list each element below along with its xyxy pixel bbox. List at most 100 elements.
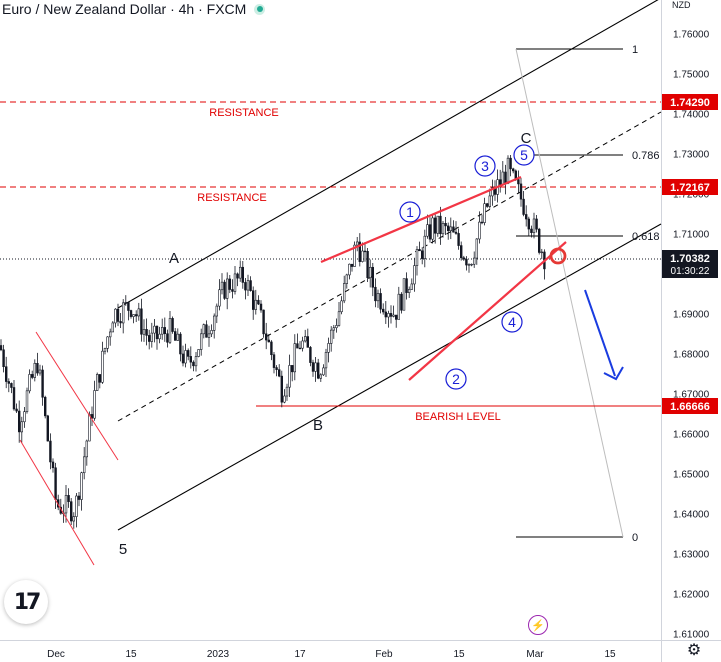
candle-body-59 bbox=[153, 325, 156, 334]
candle-body-132 bbox=[342, 283, 346, 302]
price-tick-5: 1.71000 bbox=[673, 230, 710, 241]
candle-body-122 bbox=[316, 362, 320, 379]
price-tag-bearish: 1.66666 bbox=[670, 401, 710, 413]
candle-body-183 bbox=[475, 238, 478, 259]
resistance-label-top: RESISTANCE bbox=[209, 107, 278, 119]
candle-body-84 bbox=[218, 289, 221, 307]
time-tick-1: 15 bbox=[125, 649, 137, 660]
candle-body-173 bbox=[449, 226, 452, 231]
candle-body-113 bbox=[293, 343, 296, 373]
candle-body-72 bbox=[187, 350, 190, 357]
candle-body-47 bbox=[122, 302, 125, 324]
gear-icon[interactable]: ⚙ bbox=[686, 642, 702, 659]
candle-body-158 bbox=[410, 283, 413, 290]
price-tick-8: 1.68000 bbox=[673, 350, 710, 361]
candle-body-199 bbox=[517, 179, 520, 185]
candle-body-62 bbox=[161, 327, 164, 335]
candle-body-142 bbox=[368, 266, 372, 278]
candle-body-45 bbox=[116, 308, 120, 322]
candle-body-189 bbox=[491, 187, 494, 197]
candle-body-78 bbox=[202, 324, 205, 335]
price-tick-15: 1.61000 bbox=[673, 630, 710, 641]
channel-lines[interactable] bbox=[117, 0, 662, 531]
candle-body-13 bbox=[33, 363, 37, 378]
candle-body-197 bbox=[511, 168, 515, 172]
candle-body-67 bbox=[174, 331, 177, 341]
candle-body-121 bbox=[314, 362, 317, 372]
symbol-title[interactable]: Euro / New Zealand Dollar · 4h · FXCM bbox=[2, 1, 247, 17]
candle-body-208 bbox=[540, 251, 544, 254]
candle-body-163 bbox=[423, 235, 426, 259]
candle-body-35 bbox=[90, 414, 94, 419]
candle-body-94 bbox=[244, 282, 247, 291]
candle-body-44 bbox=[114, 308, 117, 324]
candle-body-206 bbox=[535, 218, 538, 230]
candle-body-180 bbox=[467, 264, 471, 266]
candle-body-7 bbox=[17, 410, 21, 433]
candle-body-75 bbox=[194, 356, 198, 367]
candle-body-133 bbox=[345, 274, 348, 284]
candle-body-204 bbox=[530, 228, 533, 233]
time-axis[interactable]: Dec 15 2023 17 Feb 15 Mar 15 bbox=[47, 649, 616, 660]
candle-body-156 bbox=[405, 278, 408, 293]
candle-body-50 bbox=[129, 310, 133, 317]
candle-body-106 bbox=[275, 367, 278, 370]
candle-body-83 bbox=[215, 305, 218, 317]
candle-body-18 bbox=[46, 415, 50, 442]
candle-body-170 bbox=[441, 223, 445, 235]
price-tick-2: 1.74000 bbox=[673, 110, 710, 121]
fib-lines[interactable] bbox=[515, 48, 624, 538]
candle-body-30 bbox=[77, 495, 81, 500]
candle-body-19 bbox=[49, 440, 52, 463]
candle-body-12 bbox=[30, 374, 34, 378]
candle-body-54 bbox=[140, 308, 143, 335]
candle-body-33 bbox=[85, 440, 89, 458]
candle-body-185 bbox=[480, 221, 484, 224]
candle-body-202 bbox=[524, 214, 528, 220]
candle-body-128 bbox=[332, 327, 335, 331]
candle-body-85 bbox=[220, 281, 224, 291]
candle-body-10 bbox=[25, 390, 29, 412]
candle-body-143 bbox=[371, 266, 374, 288]
time-tick-2: 2023 bbox=[207, 649, 230, 660]
time-tick-5: 15 bbox=[453, 649, 465, 660]
candle-body-159 bbox=[413, 265, 416, 285]
candle-body-64 bbox=[166, 333, 169, 343]
candle-body-137 bbox=[355, 241, 359, 246]
candle-body-2 bbox=[5, 366, 8, 382]
candle-body-15 bbox=[38, 369, 42, 374]
candle-body-150 bbox=[389, 313, 393, 317]
candle-body-14 bbox=[36, 363, 39, 374]
candle-body-77 bbox=[200, 333, 203, 350]
bearish-arrow[interactable] bbox=[584, 289, 624, 381]
candle-body-178 bbox=[462, 257, 465, 260]
wave-a-label: A bbox=[169, 250, 179, 267]
lightning-icon[interactable]: ⚡ bbox=[528, 615, 548, 635]
wave-circles: 1 2 3 4 5 bbox=[399, 144, 535, 390]
level-lines[interactable] bbox=[0, 101, 661, 407]
red-trendlines[interactable] bbox=[19, 175, 567, 566]
wave-5-label: 5 bbox=[119, 541, 127, 558]
candle-body-48 bbox=[124, 302, 128, 304]
candle-body-109 bbox=[283, 395, 286, 403]
candle-body-200 bbox=[519, 183, 523, 200]
candle-body-127 bbox=[329, 329, 333, 344]
tradingview-logo-icon[interactable]: 17 bbox=[4, 580, 48, 624]
time-tick-4: Feb bbox=[375, 649, 393, 660]
candle-body-57 bbox=[148, 335, 151, 342]
candle-body-29 bbox=[75, 495, 78, 517]
candle-body-135 bbox=[350, 263, 354, 267]
candle-body-152 bbox=[394, 314, 398, 320]
candle-body-55 bbox=[142, 329, 146, 335]
candle-body-79 bbox=[205, 324, 208, 338]
candle-body-187 bbox=[485, 203, 489, 207]
fib-786-label: 0.786 bbox=[632, 150, 660, 162]
candle-body-149 bbox=[387, 313, 390, 318]
candle-body-116 bbox=[301, 340, 304, 349]
candle-body-177 bbox=[459, 245, 463, 259]
fib-1-label: 1 bbox=[632, 44, 638, 56]
candle-body-107 bbox=[277, 369, 281, 377]
wave-circle-1: 1 bbox=[406, 204, 414, 220]
